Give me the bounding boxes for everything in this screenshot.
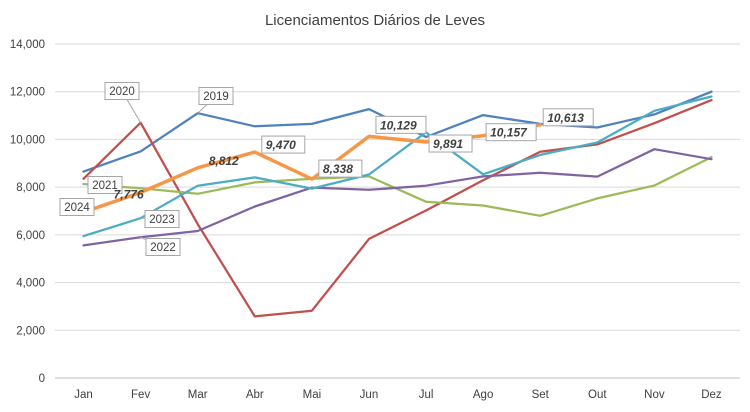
y-tick-label: 14,000 (10, 39, 45, 51)
gridlines: 0 2,000 4,000 6,000 8,000 10,000 12,000 14,000 J… (10, 39, 740, 401)
series-name-label: 2020 (109, 86, 135, 98)
callout-box (144, 210, 180, 228)
data-label-2024: 8,338 (323, 162, 353, 176)
data-label-box (318, 159, 363, 178)
data-label-2024: 9,891 (433, 137, 463, 151)
x-tick-label: Nov (644, 389, 665, 401)
callout-box (104, 82, 140, 100)
y-tick-label: 2,000 (16, 325, 45, 337)
x-tick-label: Abr (246, 389, 264, 401)
x-tick-label: Jul (419, 389, 434, 401)
data-label-2024: 7,776 (114, 187, 144, 201)
callout-box (87, 176, 123, 194)
data-label-2024: 10,613 (547, 111, 584, 125)
series-line-2021 (82, 155, 713, 217)
data-label-2024: 10,157 (490, 126, 528, 140)
x-tick-label: Set (532, 389, 550, 401)
data-label-2024: 10,129 (380, 118, 417, 132)
data-label-box (485, 123, 537, 142)
series-line-2022 (82, 148, 713, 247)
data-label-box (542, 108, 594, 127)
series-name-label: 2019 (203, 91, 229, 103)
x-tick-label: Mar (188, 389, 208, 401)
x-tick-label: Ago (473, 389, 493, 401)
series-name-label: 2021 (92, 180, 118, 192)
x-tick-label: Dez (701, 389, 722, 401)
data-label-2024: 8,812 (209, 154, 239, 168)
chart-title: Licenciamentos Diários de Leves (265, 12, 485, 29)
x-tick-label: Out (588, 389, 607, 401)
series-name-label: 2024 (64, 202, 90, 214)
data-label-box (375, 115, 427, 134)
callout-box (145, 238, 181, 256)
data-label-2024: 9,470 (266, 138, 296, 152)
y-tick-label: 8,000 (16, 182, 45, 194)
y-tick-label: 0 (39, 373, 45, 385)
callout-box (198, 87, 234, 105)
y-tick-label: 12,000 (10, 87, 45, 99)
data-label-box (428, 134, 473, 153)
y-tick-label: 6,000 (16, 230, 45, 242)
callout-box (59, 198, 95, 216)
x-tick-label: Mai (303, 389, 322, 401)
y-tick-label: 4,000 (16, 278, 45, 290)
data-label-box (261, 135, 306, 154)
series-name-label: 2022 (150, 242, 176, 254)
series-name-label: 2023 (149, 214, 175, 226)
x-tick-label: Jun (360, 389, 379, 401)
x-tick-label: Jan (74, 389, 93, 401)
series-line-2020 (82, 98, 713, 318)
series-line-2023 (82, 95, 713, 238)
y-tick-label: 10,000 (10, 134, 45, 146)
x-tick-label: Fev (131, 389, 150, 401)
